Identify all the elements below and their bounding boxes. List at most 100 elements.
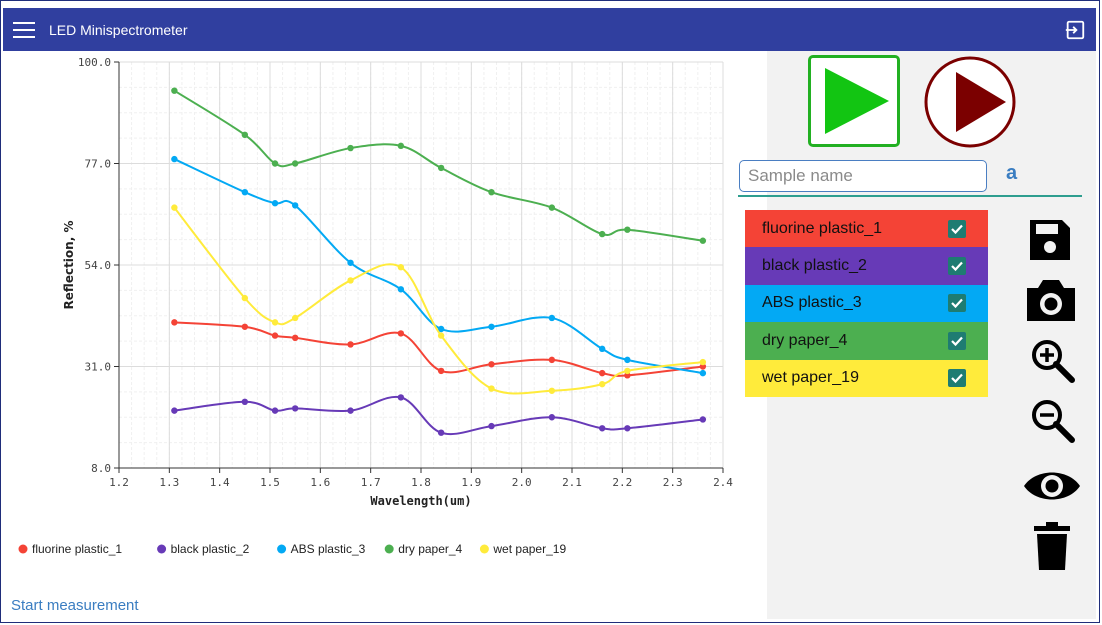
legend-label: ABS plastic_3	[291, 542, 366, 556]
app-bar: LED Minispectrometer	[3, 8, 1096, 51]
data-point	[437, 367, 445, 375]
data-point	[488, 385, 495, 392]
data-point	[291, 160, 299, 167]
data-point	[397, 264, 405, 271]
data-point	[437, 332, 445, 339]
exit-icon[interactable]	[1064, 19, 1086, 41]
data-point	[548, 314, 556, 322]
data-point	[171, 155, 178, 163]
x-axis-label: Wavelength(um)	[370, 494, 471, 508]
data-point	[347, 407, 354, 414]
sample-row[interactable]: ABS plastic_3	[745, 284, 988, 323]
sample-name-input[interactable]	[739, 160, 987, 192]
x-tick-label: 1.2	[109, 476, 129, 489]
sample-row-label: wet paper_19	[762, 369, 859, 387]
eye-icon[interactable]	[1022, 466, 1082, 506]
checkbox-checked-icon[interactable]	[948, 219, 966, 238]
data-point	[271, 160, 279, 167]
data-point	[699, 363, 707, 370]
data-point	[599, 345, 606, 353]
data-point	[291, 334, 299, 342]
y-tick-label: 8.0	[91, 462, 111, 475]
data-point	[271, 407, 279, 414]
data-point	[397, 142, 405, 150]
data-point	[624, 226, 631, 233]
x-tick-label: 1.9	[461, 476, 481, 489]
data-point	[548, 204, 556, 211]
data-point	[347, 144, 354, 152]
sample-list: fluorine plastic_1 black plastic_2 ABS p…	[745, 210, 988, 397]
text-format-indicator[interactable]: a	[1006, 162, 1018, 184]
data-point	[624, 367, 631, 375]
data-point	[241, 131, 249, 139]
camera-icon[interactable]	[1024, 276, 1078, 324]
checkbox-checked-icon[interactable]	[948, 257, 966, 276]
legend-marker	[384, 544, 394, 554]
data-point	[624, 356, 631, 364]
zoom-out-icon[interactable]	[1030, 398, 1076, 444]
data-point	[624, 372, 631, 379]
checkbox-checked-icon[interactable]	[948, 294, 966, 313]
data-point	[699, 416, 707, 423]
data-point	[171, 319, 178, 326]
data-point	[548, 356, 556, 364]
legend-marker	[277, 544, 287, 554]
x-tick-label: 2.2	[612, 476, 632, 489]
legend-label: dry paper_4	[398, 542, 462, 556]
y-axis-label: Reflection, %	[62, 221, 76, 310]
checkbox-checked-icon[interactable]	[948, 369, 966, 388]
data-point	[271, 319, 279, 326]
x-tick-label: 1.7	[361, 476, 381, 489]
data-point	[599, 369, 606, 377]
data-point	[241, 188, 249, 196]
data-point	[291, 405, 299, 412]
reflection-chart: 1.2 1.3 1.4 1.5 1.6 1.7 1.8 1.9 2.0 2.1 2.2 2.3 2.4 8…	[18, 56, 733, 556]
start-measurement-button[interactable]	[808, 55, 900, 147]
data-point	[624, 425, 631, 432]
data-point	[171, 204, 178, 211]
legend-marker	[157, 544, 167, 554]
sample-row[interactable]: fluorine plastic_1	[745, 210, 988, 248]
app-title: LED Minispectrometer	[49, 21, 188, 38]
play-icon	[825, 68, 889, 134]
sample-row[interactable]: dry paper_4	[745, 322, 988, 360]
data-point	[241, 323, 249, 330]
data-point	[271, 200, 279, 207]
continuous-measurement-button[interactable]	[922, 56, 1018, 148]
data-point	[599, 425, 606, 432]
x-tick-label: 1.6	[310, 476, 330, 489]
status-text[interactable]: Start measurement	[11, 597, 139, 614]
data-point	[171, 407, 178, 414]
data-point	[291, 314, 299, 322]
data-point	[437, 429, 445, 436]
x-tick-label: 2.0	[512, 476, 532, 489]
sample-row[interactable]: wet paper_19	[745, 359, 988, 397]
legend-label: fluorine plastic_1	[32, 542, 122, 556]
data-point	[488, 422, 495, 430]
series-line	[173, 89, 704, 242]
zoom-in-icon[interactable]	[1030, 338, 1076, 384]
data-point	[291, 202, 299, 209]
sample-row[interactable]: black plastic_2	[745, 247, 988, 285]
data-point	[548, 387, 556, 394]
series-line	[174, 395, 703, 436]
data-point	[347, 341, 354, 348]
save-icon[interactable]	[1026, 216, 1074, 264]
series-line	[173, 207, 703, 395]
data-point	[699, 369, 707, 377]
series-line	[173, 158, 704, 375]
data-point	[347, 259, 354, 266]
y-tick-label: 100.0	[78, 56, 111, 69]
x-tick-label: 1.8	[411, 476, 431, 489]
data-point	[437, 325, 445, 333]
menu-icon[interactable]	[13, 21, 35, 38]
checkbox-checked-icon[interactable]	[948, 331, 966, 350]
x-tick-label: 2.3	[663, 476, 683, 489]
trash-icon[interactable]	[1032, 522, 1072, 572]
x-tick-label: 2.4	[713, 476, 733, 489]
data-point	[437, 164, 445, 172]
x-tick-label: 2.1	[562, 476, 582, 489]
data-point	[397, 394, 405, 401]
data-point	[488, 361, 495, 368]
